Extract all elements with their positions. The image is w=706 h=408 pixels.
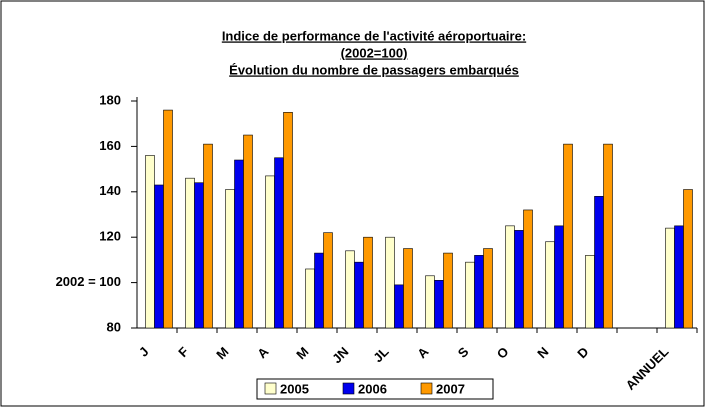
- bar: [474, 255, 484, 329]
- legend-label: 2006: [358, 381, 387, 396]
- y-tick-label: 80: [107, 319, 121, 334]
- bar: [505, 225, 515, 329]
- y-tick-label: 160: [99, 138, 121, 153]
- bar: [185, 177, 195, 329]
- legend-label: 2005: [280, 381, 309, 396]
- bar: [665, 227, 675, 329]
- bar: [314, 252, 324, 329]
- y-tick-label: 120: [99, 229, 121, 244]
- bar: [594, 196, 604, 329]
- bar: [563, 143, 573, 329]
- chart-title: (2002=100): [341, 45, 408, 60]
- bar: [163, 109, 173, 329]
- bar: [443, 252, 453, 329]
- legend-label: 2007: [436, 381, 465, 396]
- bar: [483, 248, 493, 329]
- bar: [585, 255, 595, 329]
- bar: [554, 225, 564, 329]
- bar: [465, 261, 475, 329]
- bar: [514, 230, 524, 329]
- bar: [683, 189, 693, 329]
- bar: [283, 112, 293, 329]
- y-tick-label: 180: [99, 92, 121, 107]
- bar: [265, 175, 275, 329]
- legend: 2005 2006 2007: [256, 378, 494, 400]
- legend-box: [256, 378, 494, 400]
- bar: [243, 134, 253, 329]
- bar: [323, 232, 333, 329]
- bar: [434, 280, 444, 329]
- bar: [203, 143, 213, 329]
- chart-title: Évolution du nombre de passagers embarqu…: [229, 62, 519, 77]
- bar: [363, 236, 373, 329]
- bar: [385, 236, 395, 329]
- bar: [674, 225, 684, 329]
- bar: [403, 248, 413, 329]
- bar: [274, 157, 284, 329]
- y-tick-label: 140: [99, 183, 121, 198]
- bar: [603, 143, 613, 329]
- legend-swatch: [264, 382, 277, 395]
- legend-swatch: [342, 382, 355, 395]
- bar: [394, 284, 404, 329]
- chart-title: Indice de performance de l'activité aéro…: [222, 28, 526, 43]
- bar: [354, 261, 364, 329]
- bar: [194, 182, 204, 329]
- y-tick-label: 2002 = 100: [56, 274, 121, 289]
- bar: [154, 184, 164, 329]
- legend-swatch: [420, 382, 433, 395]
- bar: [523, 209, 533, 329]
- bar: [545, 241, 555, 329]
- bar: [305, 268, 315, 329]
- bar: [425, 275, 435, 329]
- bar: [145, 155, 155, 329]
- bar: [225, 189, 235, 329]
- bar: [345, 250, 355, 329]
- bar: [234, 159, 244, 329]
